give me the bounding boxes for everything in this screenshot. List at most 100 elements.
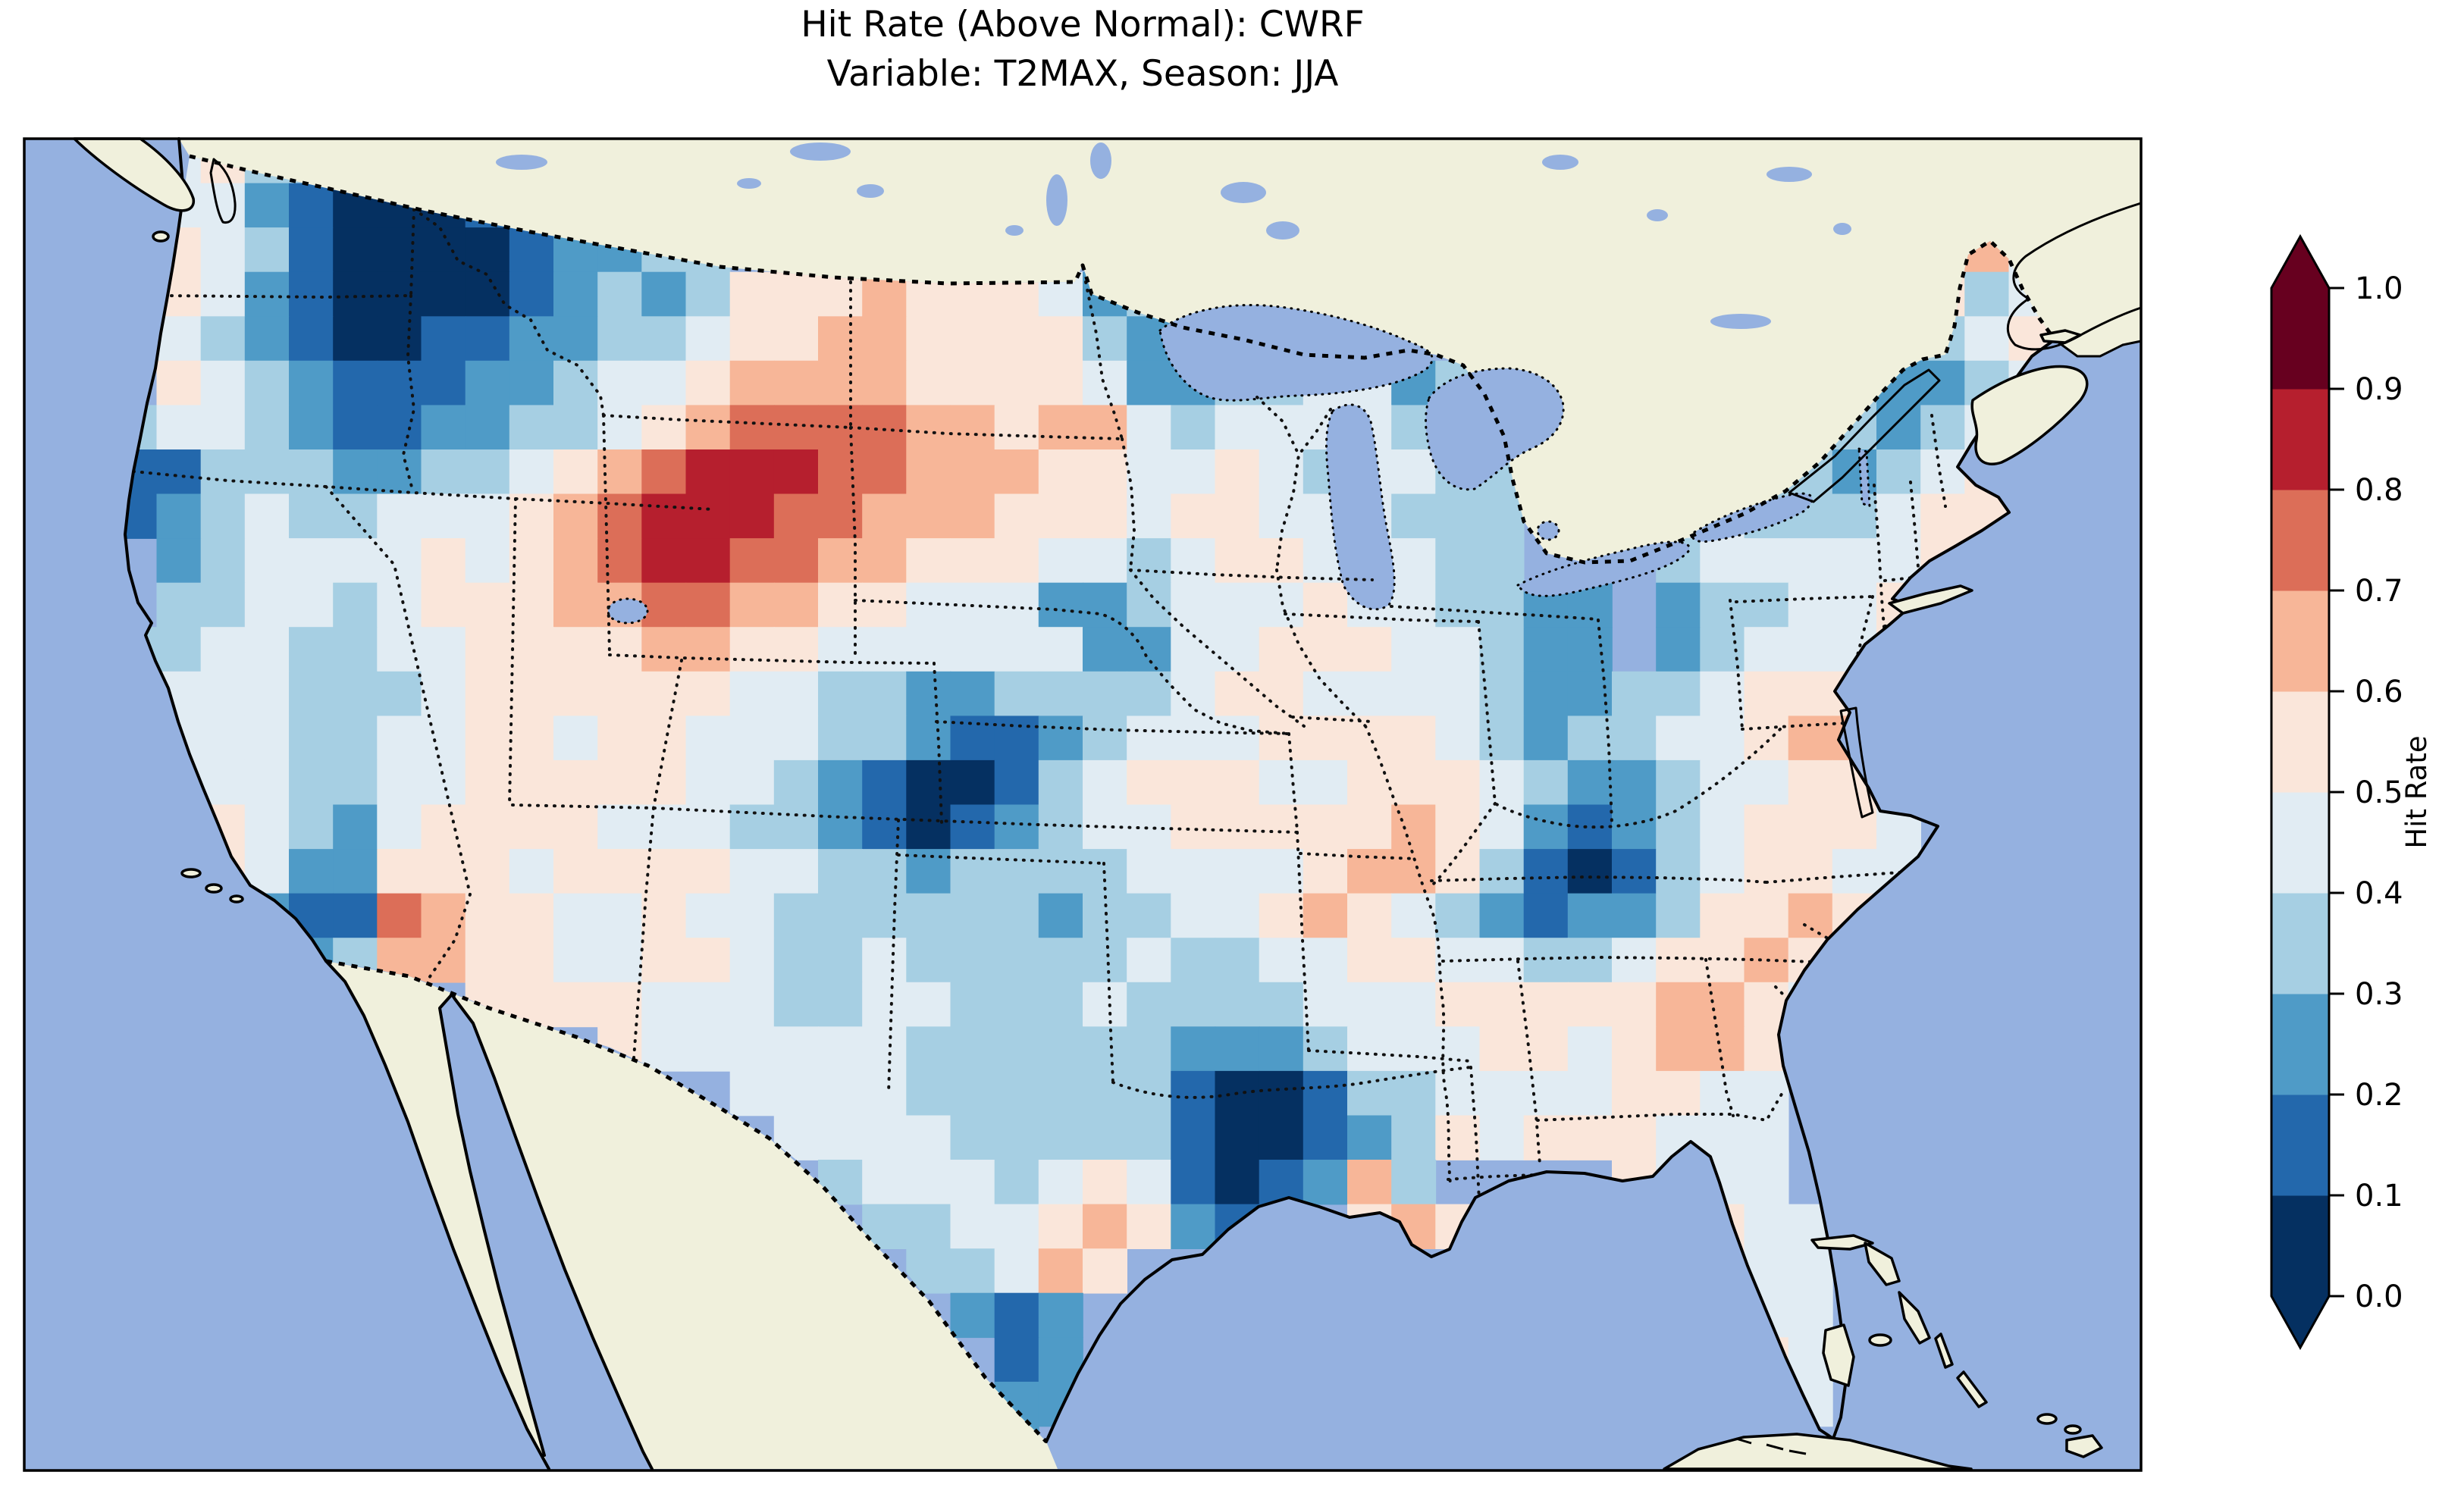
- heatmap-cell: [509, 493, 554, 539]
- heatmap-cell: [1215, 538, 1260, 584]
- heatmap-cell: [1038, 493, 1083, 539]
- colorbar-extend-over: [2271, 236, 2329, 288]
- gulf-of-st-lawrence: [2006, 202, 2143, 351]
- heatmap-cell: [862, 893, 908, 938]
- heatmap-cell: [994, 671, 1039, 717]
- heatmap-cell: [818, 316, 863, 362]
- heatmap-cell: [1523, 1070, 1569, 1116]
- lake-st-clair: [1536, 520, 1560, 541]
- heatmap-cell: [1523, 1115, 1569, 1160]
- heatmap-cell: [1303, 1026, 1348, 1072]
- heatmap-cell: [818, 493, 863, 539]
- heatmap-cell: [1744, 582, 1789, 628]
- heatmap-cell: [333, 627, 378, 672]
- colorbar-segment: [2271, 994, 2329, 1095]
- heatmap-cell: [685, 360, 731, 406]
- heatmap-cell: [1038, 405, 1083, 450]
- heatmap-cell: [773, 1070, 819, 1116]
- heatmap-cell: [1479, 759, 1525, 806]
- heatmap-cell: [1964, 316, 2010, 362]
- heatmap-cell: [1038, 538, 1083, 584]
- heatmap-cell: [200, 271, 246, 318]
- heatmap-cell: [289, 849, 334, 894]
- heatmap-cell: [244, 183, 290, 228]
- heatmap-cell: [1479, 627, 1525, 672]
- heatmap-cell: [1612, 1115, 1657, 1160]
- heatmap-cell: [421, 671, 466, 717]
- heatmap-cell: [1612, 1070, 1657, 1116]
- heatmap-cell: [1391, 449, 1437, 495]
- colorbar-segment: [2271, 490, 2329, 591]
- heatmap-cell: [553, 582, 598, 628]
- heatmap-cell: [950, 493, 995, 539]
- heatmap-cell: [465, 716, 510, 761]
- heatmap-cell: [244, 671, 290, 717]
- heatmap-cell: [906, 449, 951, 495]
- heatmap-cell: [244, 227, 290, 273]
- heatmap-cell: [289, 227, 334, 273]
- heatmap-cell: [1259, 893, 1304, 938]
- heatmap-cell: [465, 759, 510, 806]
- heatmap-cell: [1700, 804, 1745, 850]
- heatmap-cell: [1259, 982, 1304, 1028]
- heatmap-cell: [1171, 716, 1216, 761]
- heatmap-cell: [244, 759, 290, 806]
- heatmap-cell: [994, 1115, 1039, 1160]
- heatmap-cell: [1832, 538, 1877, 584]
- heatmap-cell: [421, 538, 466, 584]
- heatmap-cell: [1391, 1115, 1437, 1160]
- heatmap-cell: [906, 1160, 951, 1205]
- heatmap-cell: [1656, 1026, 1701, 1072]
- heatmap-cell: [1700, 627, 1745, 672]
- heatmap-cell: [1656, 759, 1701, 806]
- heatmap-cell: [509, 271, 554, 318]
- heatmap-cell: [641, 360, 687, 406]
- heatmap-cell: [950, 316, 995, 362]
- heatmap-cell: [818, 405, 863, 450]
- heatmap-cell: [465, 627, 510, 672]
- heatmap-cell: [950, 1204, 995, 1249]
- heatmap-cell: [1700, 759, 1745, 806]
- heatmap-cell: [597, 538, 643, 584]
- heatmap-cell: [906, 405, 951, 450]
- heatmap-cell: [1656, 849, 1701, 894]
- heatmap-cell: [1215, 582, 1260, 628]
- heatmap-cell: [729, 716, 775, 761]
- us-canada-border: [189, 154, 2057, 565]
- heatmap-cell: [1038, 804, 1083, 850]
- heatmap-cell: [244, 360, 290, 406]
- heatmap-cell: [1083, 1160, 1127, 1205]
- heatmap-cell: [421, 849, 466, 894]
- heatmap-cell: [950, 1070, 995, 1116]
- heatmap-cell: [1744, 849, 1789, 894]
- heatmap-cell: [862, 316, 908, 362]
- colorbar-tick-label: 0.7: [2355, 574, 2403, 609]
- map-panel: [23, 137, 2143, 1472]
- heatmap-cell: [509, 405, 554, 450]
- heatmap-cell: [641, 804, 687, 850]
- heatmap-cell: [1788, 849, 1833, 894]
- heatmap-cell: [994, 1292, 1039, 1339]
- heatmap-cell: [1656, 716, 1701, 761]
- heatmap-cell: [685, 982, 731, 1028]
- heatmap-cell: [289, 360, 334, 406]
- heatmap-cell: [1038, 360, 1083, 406]
- heatmap-cell: [465, 849, 510, 894]
- heatmap-cell: [906, 804, 951, 850]
- heatmap-cell: [1479, 671, 1525, 717]
- heatmap-cell: [1038, 1026, 1083, 1072]
- heatmap-cell: [1435, 1115, 1481, 1160]
- heatmap-cell: [641, 405, 687, 450]
- heatmap-cell: [818, 671, 863, 717]
- atlantic-canada-coastline: [2054, 338, 2142, 358]
- heatmap-cell: [773, 582, 819, 628]
- heatmap-cell: [950, 804, 995, 850]
- heatmap-cell: [1347, 1070, 1392, 1116]
- heatmap-cell: [1479, 1026, 1525, 1072]
- heatmap-cell: [1171, 1070, 1216, 1116]
- heatmap-cell: [289, 183, 334, 228]
- heatmap-cell: [1876, 449, 1921, 495]
- heatmap-cell: [1303, 671, 1348, 717]
- heatmap-cell: [1127, 982, 1172, 1028]
- heatmap-cell: [641, 893, 687, 938]
